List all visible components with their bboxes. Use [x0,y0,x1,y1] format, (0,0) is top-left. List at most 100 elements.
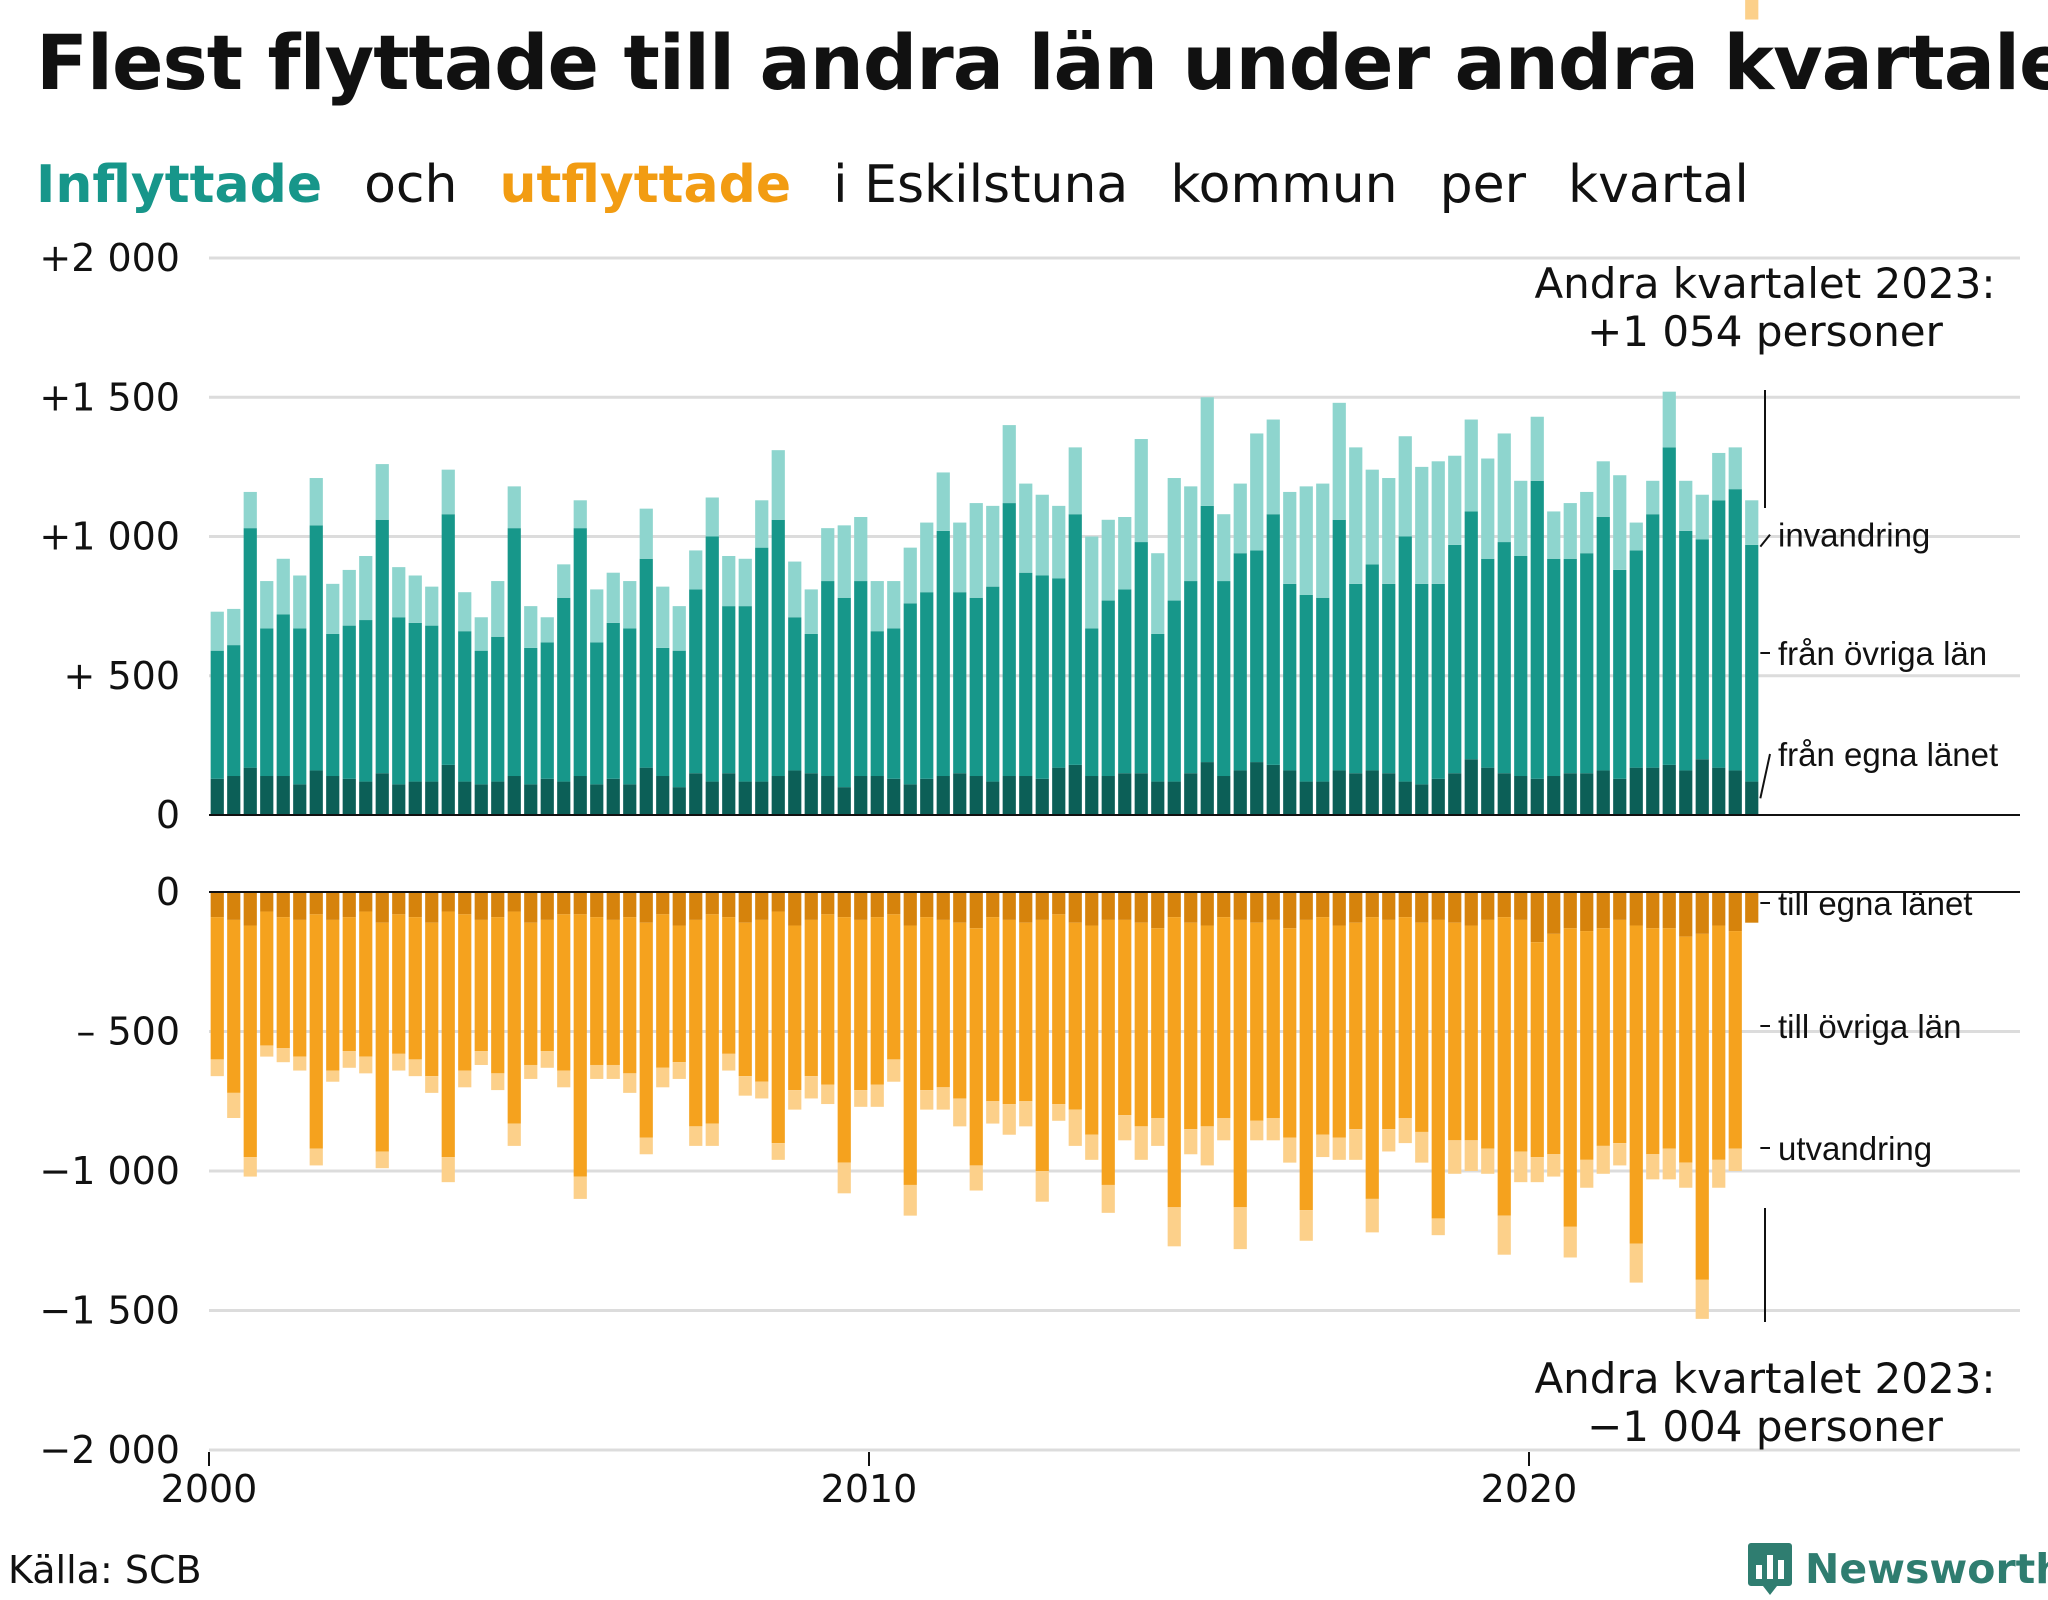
bar-out-egna [227,892,241,920]
annotation-bottom-line1: Andra kvartalet 2023: [1534,1354,1995,1403]
bar-in-invandring [821,528,835,582]
bar-out-ovriga [1382,919,1396,1130]
bar-in-invandring [887,581,901,629]
bar-out-egna [590,892,604,918]
series-label-out-ovriga: till övriga län [1778,1008,1961,1045]
bar-out-egna [1745,892,1759,923]
bar-in-ovriga [1547,558,1561,777]
bar-out-egna [969,892,983,929]
bar-in-invandring [755,500,769,548]
bar-out-ovriga [1200,925,1214,1127]
bar-out-utvandring [887,1059,901,1082]
bar-out-egna [1398,892,1412,918]
bar-out-egna [491,892,505,918]
bar-out-utvandring [953,1098,967,1127]
bar-in-invandring [1233,483,1247,554]
bar-in-egna [1514,776,1528,815]
bar-out-egna [722,892,736,918]
bar-in-ovriga [342,625,356,779]
bar-out-ovriga [1332,925,1346,1138]
bar-out-ovriga [1629,925,1643,1244]
bar-in-egna [1250,762,1264,815]
bar-in-invandring [837,525,851,598]
bar-out-utvandring [375,1151,389,1169]
bar-out-egna [1085,892,1099,926]
bar-in-ovriga [507,528,521,777]
bar-in-egna [1398,781,1412,815]
bar-in-egna [1695,759,1709,815]
bar-in-egna [1019,776,1033,815]
bar-out-egna [1233,892,1247,920]
bar-out-utvandring [1679,1162,1693,1188]
subtitle-part: i Eskilstuna [833,155,1129,215]
bar-out-utvandring [870,1084,884,1107]
bar-out-ovriga [837,917,851,1163]
bar-in-invandring [1316,483,1330,598]
bar-out-utvandring [1695,1279,1709,1319]
bar-in-ovriga [1679,530,1693,771]
bar-in-ovriga [1134,542,1148,774]
bar-in-egna [227,776,241,815]
bar-in-invandring [903,547,917,604]
bar-out-ovriga [788,925,802,1091]
bar-in-invandring [705,497,719,537]
bar-in-invandring [458,592,472,632]
bar-out-egna [1679,892,1693,937]
bar-out-utvandring [623,1073,637,1093]
bar-in-egna [606,778,620,815]
bar-out-utvandring [1596,1145,1610,1174]
bar-in-ovriga [1365,564,1379,771]
bar-in-ovriga [1481,558,1495,768]
bar-out-egna [392,892,406,915]
bar-in-ovriga [1431,583,1445,779]
bar-out-ovriga [1646,928,1660,1155]
bar-out-ovriga [1679,936,1693,1163]
bar-in-egna [1217,776,1231,815]
bar-in-egna [1118,773,1132,815]
bar-out-utvandring [920,1090,934,1110]
bar-in-egna [342,778,356,815]
x-tick-label: 2010 [821,1467,918,1511]
bar-in-ovriga [755,547,769,782]
bar-out-egna [441,892,455,912]
bar-out-egna [1497,892,1511,918]
bar-out-egna [606,892,620,920]
bar-in-ovriga [1101,600,1115,777]
bar-out-utvandring [1728,1148,1742,1171]
bar-out-ovriga [1002,919,1016,1105]
bar-in-ovriga [524,647,538,785]
bar-out-utvandring [936,1087,950,1110]
bar-out-utvandring [1068,1109,1082,1146]
bar-out-ovriga [1316,917,1330,1135]
bar-out-utvandring [1514,1151,1528,1183]
bar-in-invandring [540,617,554,643]
bar-out-ovriga [1712,925,1726,1160]
bar-in-ovriga [606,622,620,779]
bar-in-invandring [260,581,274,629]
bar-out-ovriga [1035,919,1049,1171]
bar-in-invandring [870,581,884,632]
bar-out-ovriga [854,919,868,1091]
bar-in-egna [1481,767,1495,815]
bar-in-invandring [342,569,356,626]
bar-in-ovriga [1283,583,1297,771]
bar-out-ovriga [326,919,340,1071]
bar-in-ovriga [623,628,637,785]
bar-out-utvandring [1035,1171,1049,1202]
bar-in-ovriga [1250,550,1264,763]
bar-out-egna [1250,892,1264,923]
bar-out-utvandring [1415,1131,1429,1163]
bar-in-invandring [1101,519,1115,601]
bar-in-ovriga [771,519,785,777]
bar-in-ovriga [326,633,340,777]
bar-out-utvandring [276,1048,290,1063]
bar-in-egna [392,784,406,815]
bar-in-ovriga [1118,589,1132,774]
bar-in-egna [293,784,307,815]
bar-in-invandring [590,589,604,643]
bar-in-invandring [1217,514,1231,582]
bar-out-ovriga [606,919,620,1065]
newsworthy-logo[interactable]: Newsworthy [1747,1538,2048,1600]
bar-out-egna [1316,892,1330,918]
bar-out-ovriga [1547,933,1561,1155]
